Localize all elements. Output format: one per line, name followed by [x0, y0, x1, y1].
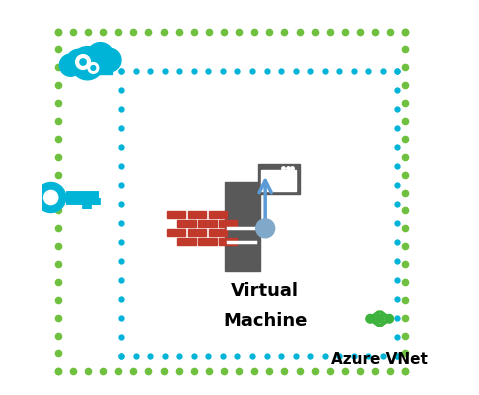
Circle shape — [376, 314, 384, 323]
Bar — [258, 164, 299, 194]
Circle shape — [91, 66, 96, 70]
Bar — [178, 238, 196, 245]
Bar — [188, 211, 206, 218]
Circle shape — [35, 182, 66, 213]
Bar — [188, 229, 206, 235]
Polygon shape — [368, 311, 381, 326]
Circle shape — [44, 190, 58, 205]
Bar — [178, 220, 196, 227]
Bar — [225, 182, 260, 271]
Circle shape — [385, 314, 394, 323]
Bar — [167, 229, 185, 235]
Circle shape — [71, 47, 104, 80]
Circle shape — [88, 62, 99, 73]
Text: Virtual
Machine: Virtual Machine — [223, 282, 308, 329]
Bar — [208, 211, 227, 218]
Circle shape — [366, 314, 375, 323]
Circle shape — [80, 59, 86, 65]
Circle shape — [87, 43, 114, 70]
Bar — [219, 220, 237, 227]
Circle shape — [256, 219, 274, 238]
Bar — [261, 170, 297, 191]
Circle shape — [67, 49, 90, 73]
Circle shape — [76, 55, 91, 70]
Bar — [167, 211, 185, 218]
Bar — [198, 238, 217, 245]
Text: Azure VNet: Azure VNet — [331, 352, 428, 367]
Circle shape — [59, 54, 81, 76]
Polygon shape — [378, 311, 392, 326]
Circle shape — [97, 48, 121, 72]
Bar — [69, 59, 112, 74]
Bar — [208, 229, 227, 235]
Bar — [198, 220, 217, 227]
Bar — [219, 238, 237, 245]
